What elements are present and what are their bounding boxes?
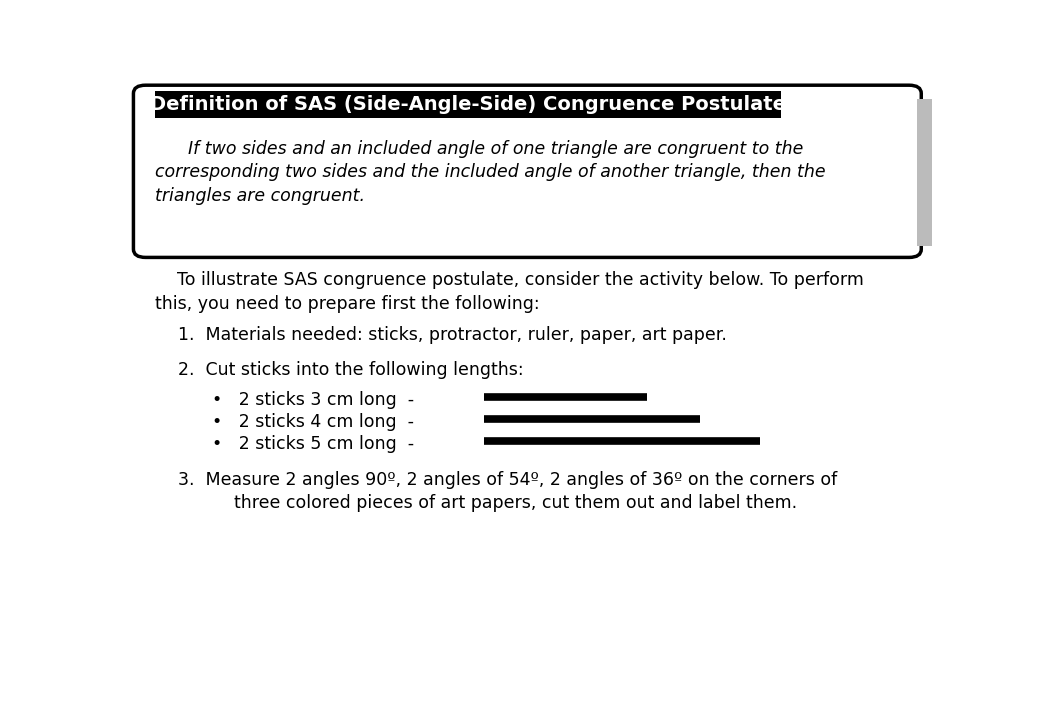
Text: 2.  Cut sticks into the following lengths:: 2. Cut sticks into the following lengths… — [178, 361, 524, 379]
Text: •   2 sticks 5 cm long  -: • 2 sticks 5 cm long - — [212, 435, 414, 453]
FancyBboxPatch shape — [155, 91, 781, 118]
Text: If two sides and an included angle of one triangle are congruent to the: If two sides and an included angle of on… — [155, 140, 804, 158]
FancyBboxPatch shape — [133, 85, 921, 258]
Text: corresponding two sides and the included angle of another triangle, then the: corresponding two sides and the included… — [155, 163, 826, 181]
FancyBboxPatch shape — [917, 99, 932, 246]
Text: 1.  Materials needed: sticks, protractor, ruler, paper, art paper.: 1. Materials needed: sticks, protractor,… — [178, 326, 727, 344]
Text: three colored pieces of art papers, cut them out and label them.: three colored pieces of art papers, cut … — [212, 494, 798, 512]
Text: •   2 sticks 3 cm long  -: • 2 sticks 3 cm long - — [212, 391, 414, 410]
Text: To illustrate SAS congruence postulate, consider the activity below. To perform: To illustrate SAS congruence postulate, … — [155, 271, 865, 289]
Text: •   2 sticks 4 cm long  -: • 2 sticks 4 cm long - — [212, 413, 414, 431]
Text: 3.  Measure 2 angles 90º, 2 angles of 54º, 2 angles of 36º on the corners of: 3. Measure 2 angles 90º, 2 angles of 54º… — [178, 471, 837, 488]
Text: Definition of SAS (Side-Angle-Side) Congruence Postulate: Definition of SAS (Side-Angle-Side) Cong… — [150, 95, 786, 114]
Text: triangles are congruent.: triangles are congruent. — [155, 187, 366, 205]
Text: this, you need to prepare first the following:: this, you need to prepare first the foll… — [155, 295, 540, 312]
